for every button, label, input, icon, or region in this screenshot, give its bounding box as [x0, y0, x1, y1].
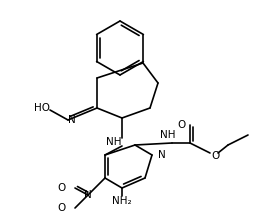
- Text: NH: NH: [106, 137, 122, 147]
- Text: N: N: [84, 190, 92, 200]
- Text: O: O: [57, 203, 65, 213]
- Text: N: N: [158, 150, 166, 160]
- Text: HO: HO: [34, 103, 50, 113]
- Text: O: O: [57, 183, 65, 193]
- Text: O: O: [211, 151, 219, 161]
- Text: O: O: [178, 120, 186, 130]
- Text: N: N: [68, 115, 76, 125]
- Text: NH₂: NH₂: [112, 196, 132, 206]
- Text: NH: NH: [160, 130, 176, 140]
